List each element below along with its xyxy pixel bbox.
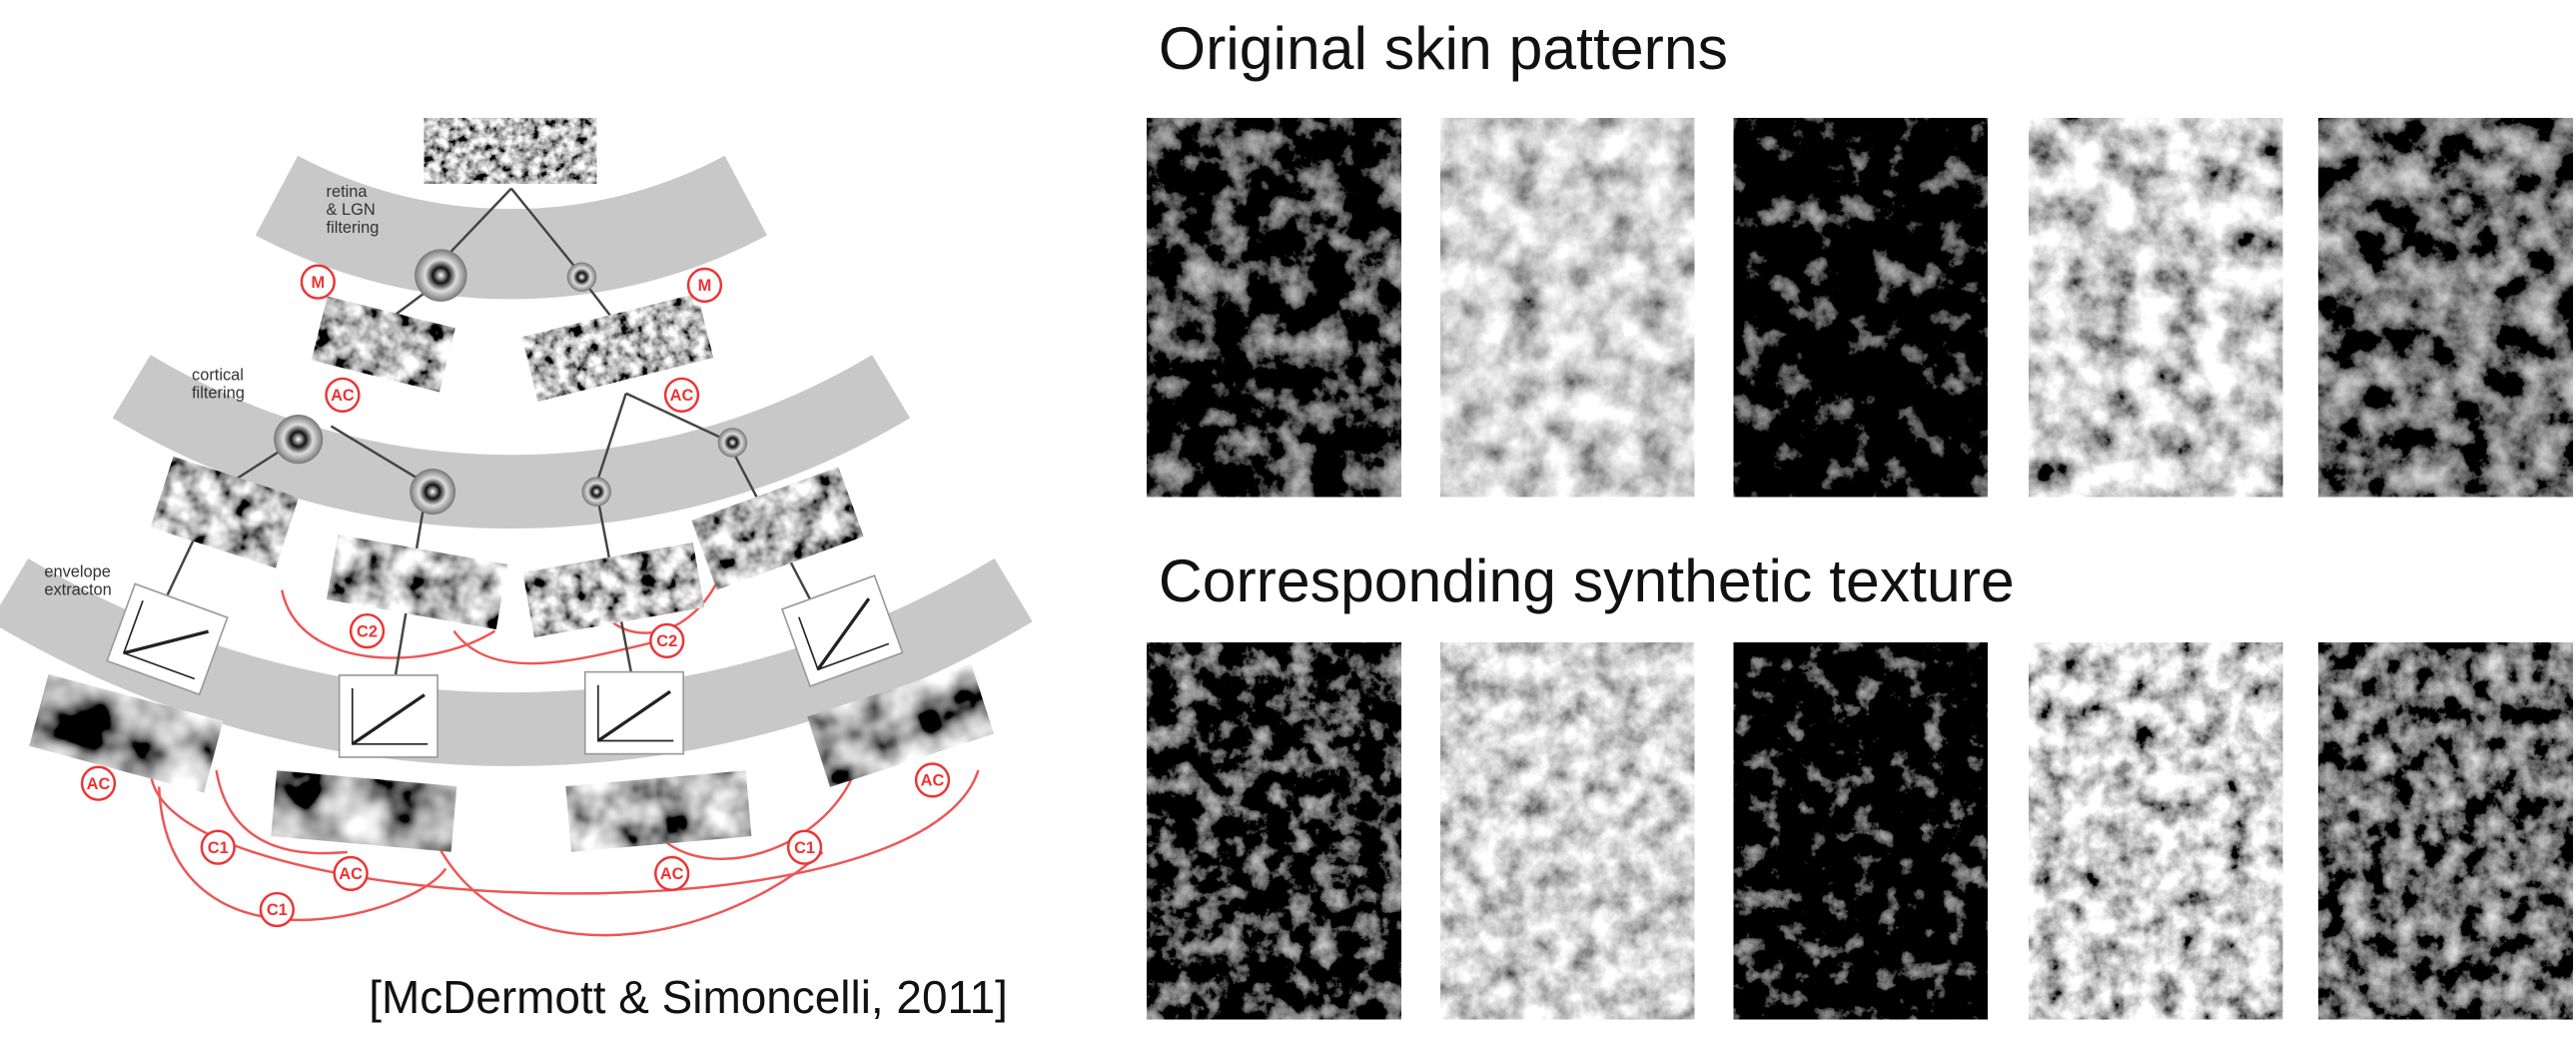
node-label: M [311, 274, 325, 292]
filter-kernel [581, 477, 611, 507]
filter-patch [425, 118, 596, 184]
filter-kernel [567, 262, 597, 292]
texture-image [1147, 118, 1400, 497]
texture-image [2029, 118, 2282, 497]
node-label: C1 [267, 901, 288, 919]
node-label: AC [331, 387, 355, 405]
texture-image [1440, 642, 1694, 1019]
texture-image [2318, 642, 2572, 1019]
texture-image [1440, 118, 1694, 497]
stage-label: envelope [44, 562, 111, 580]
node-label: AC [660, 865, 684, 883]
node-label: AC [921, 772, 945, 790]
filter-kernel [410, 469, 455, 515]
envelope-plot [585, 672, 683, 754]
heading: Corresponding synthetic texture [1159, 546, 2015, 614]
node-label: AC [339, 865, 363, 883]
diagram: retina& LGNfilteringcorticalfilteringenv… [9, 118, 1013, 935]
texture-image [1147, 642, 1400, 1019]
node-label: C2 [357, 622, 378, 640]
filter-patch [523, 542, 704, 637]
texture-image [1734, 642, 1988, 1019]
texture-image [2029, 642, 2282, 1019]
node-label: C1 [208, 839, 229, 857]
stage-label: filtering [327, 219, 380, 237]
citation: [McDermott & Simoncelli, 2011] [369, 971, 1008, 1023]
filter-kernel [718, 428, 748, 458]
stage-label: cortical [192, 367, 244, 385]
stage-label: retina [327, 183, 369, 201]
texture-image [2318, 118, 2572, 497]
node-label: AC [670, 387, 694, 405]
filter-kernel [415, 249, 466, 301]
filter-kernel [274, 415, 323, 464]
filter-patch [327, 534, 507, 629]
page: {"slide": {"headings": ["Original skin p… [0, 0, 2576, 1044]
filter-patch [312, 297, 454, 392]
stage-label: & LGN [327, 201, 376, 219]
node-label: C2 [656, 632, 677, 650]
node-label: AC [87, 775, 111, 793]
slide: retina& LGNfilteringcorticalfilteringenv… [0, 0, 2576, 1044]
envelope-plot [340, 675, 437, 757]
stage-band [132, 387, 891, 492]
stage-label: filtering [192, 385, 245, 403]
stage-label: extracton [44, 581, 111, 599]
filter-patch [566, 770, 751, 851]
filter-patch [272, 770, 456, 851]
heading: Original skin patterns [1159, 14, 1728, 82]
node-label: M [698, 277, 712, 295]
texture-image [1734, 118, 1988, 497]
node-label: C1 [794, 839, 815, 857]
